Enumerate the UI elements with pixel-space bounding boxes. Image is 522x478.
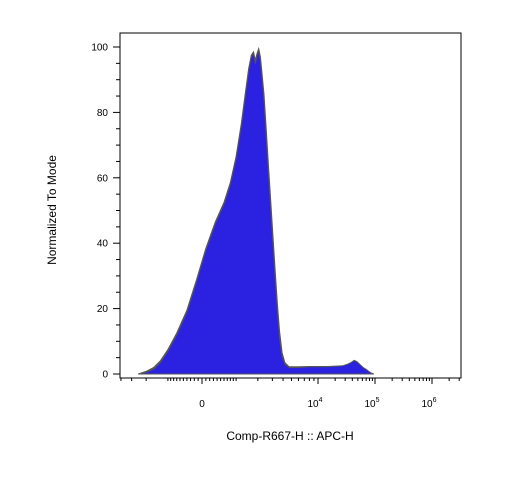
- x-tick-label: 106: [421, 397, 436, 410]
- x-tick-exponent: 4: [319, 397, 323, 404]
- x-axis-title: Comp-R667-H :: APC-H: [226, 429, 353, 443]
- x-tick-exponent: 6: [433, 397, 437, 404]
- x-tick-label: 104: [307, 397, 322, 410]
- x-axis: 0 104 105 106: [120, 378, 460, 410]
- y-tick-label: 100: [91, 43, 108, 54]
- y-tick-label: 20: [97, 304, 109, 315]
- y-tick-label: 60: [97, 173, 109, 184]
- histogram-filled-series: [138, 48, 374, 375]
- plot-frame: [119, 32, 462, 379]
- y-tick-label: 40: [97, 239, 109, 250]
- x-tick-exponent: 5: [376, 397, 380, 404]
- y-axis: 0 20 40 60 80 100: [91, 43, 120, 381]
- series-layer: [138, 46, 374, 375]
- y-tick-label: 0: [102, 370, 108, 381]
- y-tick-label: 80: [97, 108, 109, 119]
- y-axis-title: Normalized To Mode: [45, 155, 59, 265]
- x-tick-label: 105: [364, 397, 379, 410]
- x-tick-label: 0: [199, 399, 205, 410]
